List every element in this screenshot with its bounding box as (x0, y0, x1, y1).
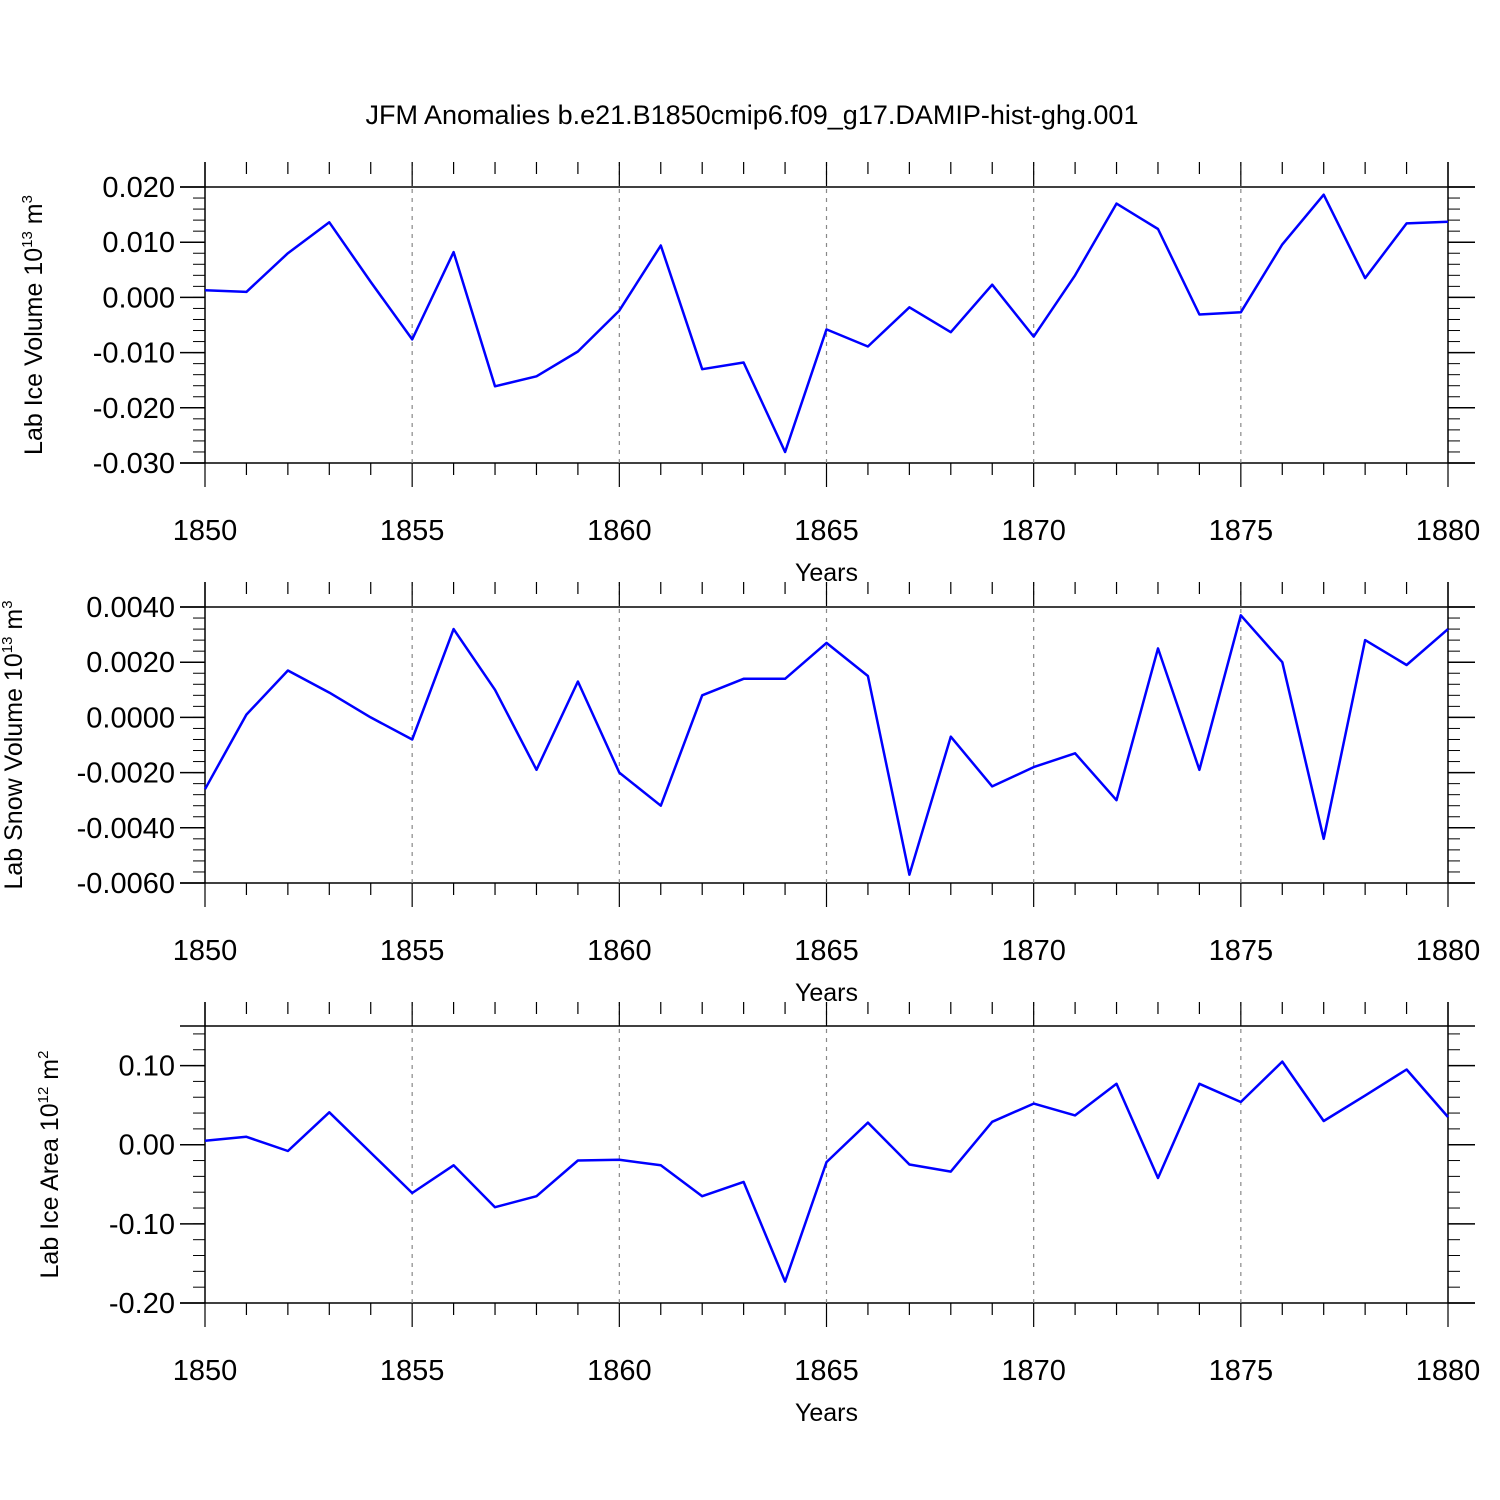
x-tick-label: 1850 (173, 1355, 238, 1387)
panel-lab-ice-area: -0.20 -0.10 0.00 0.10 1850 1855 1860 1865 1870 18… (35, 1002, 1480, 1427)
y-tick-label: -0.030 (93, 448, 175, 480)
y-tick-label: -0.0060 (77, 868, 175, 900)
y-axis-label: Lab Ice Area 1012 m2 (35, 1051, 64, 1279)
x-tick-label: 1855 (380, 1355, 445, 1387)
x-tick-label: 1870 (1001, 935, 1066, 967)
y-tick-label: -0.0040 (77, 813, 175, 845)
x-axis-label: Years (795, 1399, 858, 1427)
y-tick-label: -0.20 (109, 1288, 175, 1320)
panel-lab-snow-volume: -0.0060 -0.0040 -0.0020 0.0000 0.0020 0.0040 1… (0, 582, 1480, 1007)
x-tick-label: 1855 (380, 515, 445, 547)
y-tick-label: 0.0020 (86, 647, 175, 679)
x-tick-label: 1875 (1209, 935, 1274, 967)
x-tick-label: 1860 (587, 515, 652, 547)
y-tick-label: 0.10 (119, 1051, 175, 1083)
y-tick-label: 0.020 (102, 172, 175, 204)
x-tick-label: 1870 (1001, 1355, 1066, 1387)
x-tick-label: 1865 (794, 935, 859, 967)
y-axis-label: Lab Ice Volume 1013 m3 (19, 195, 48, 455)
x-tick-label: 1880 (1416, 935, 1481, 967)
x-tick-label: 1880 (1416, 515, 1481, 547)
x-tick-label: 1860 (587, 1355, 652, 1387)
y-tick-label: 0.000 (102, 282, 175, 314)
y-tick-label: -0.0020 (77, 758, 175, 790)
y-tick-label: 0.010 (102, 227, 175, 259)
y-tick-label: 0.0040 (86, 592, 175, 624)
y-tick-label: -0.10 (109, 1209, 175, 1241)
y-tick-label: -0.010 (93, 338, 175, 370)
x-tick-label: 1850 (173, 515, 238, 547)
y-tick-label: 0.0000 (86, 702, 175, 734)
y-axis-label: Lab Snow Volume 1013 m3 (0, 600, 28, 889)
y-tick-label: 0.00 (119, 1130, 175, 1162)
x-tick-label: 1860 (587, 935, 652, 967)
x-tick-label: 1855 (380, 935, 445, 967)
figure-title: JFM Anomalies b.e21.B1850cmip6.f09_g17.D… (366, 100, 1139, 130)
y-tick-label: -0.020 (93, 393, 175, 425)
x-tick-label: 1850 (173, 935, 238, 967)
x-tick-label: 1865 (794, 515, 859, 547)
x-tick-label: 1870 (1001, 515, 1066, 547)
x-tick-label: 1875 (1209, 515, 1274, 547)
x-tick-label: 1880 (1416, 1355, 1481, 1387)
x-tick-label: 1865 (794, 1355, 859, 1387)
x-tick-label: 1875 (1209, 1355, 1274, 1387)
